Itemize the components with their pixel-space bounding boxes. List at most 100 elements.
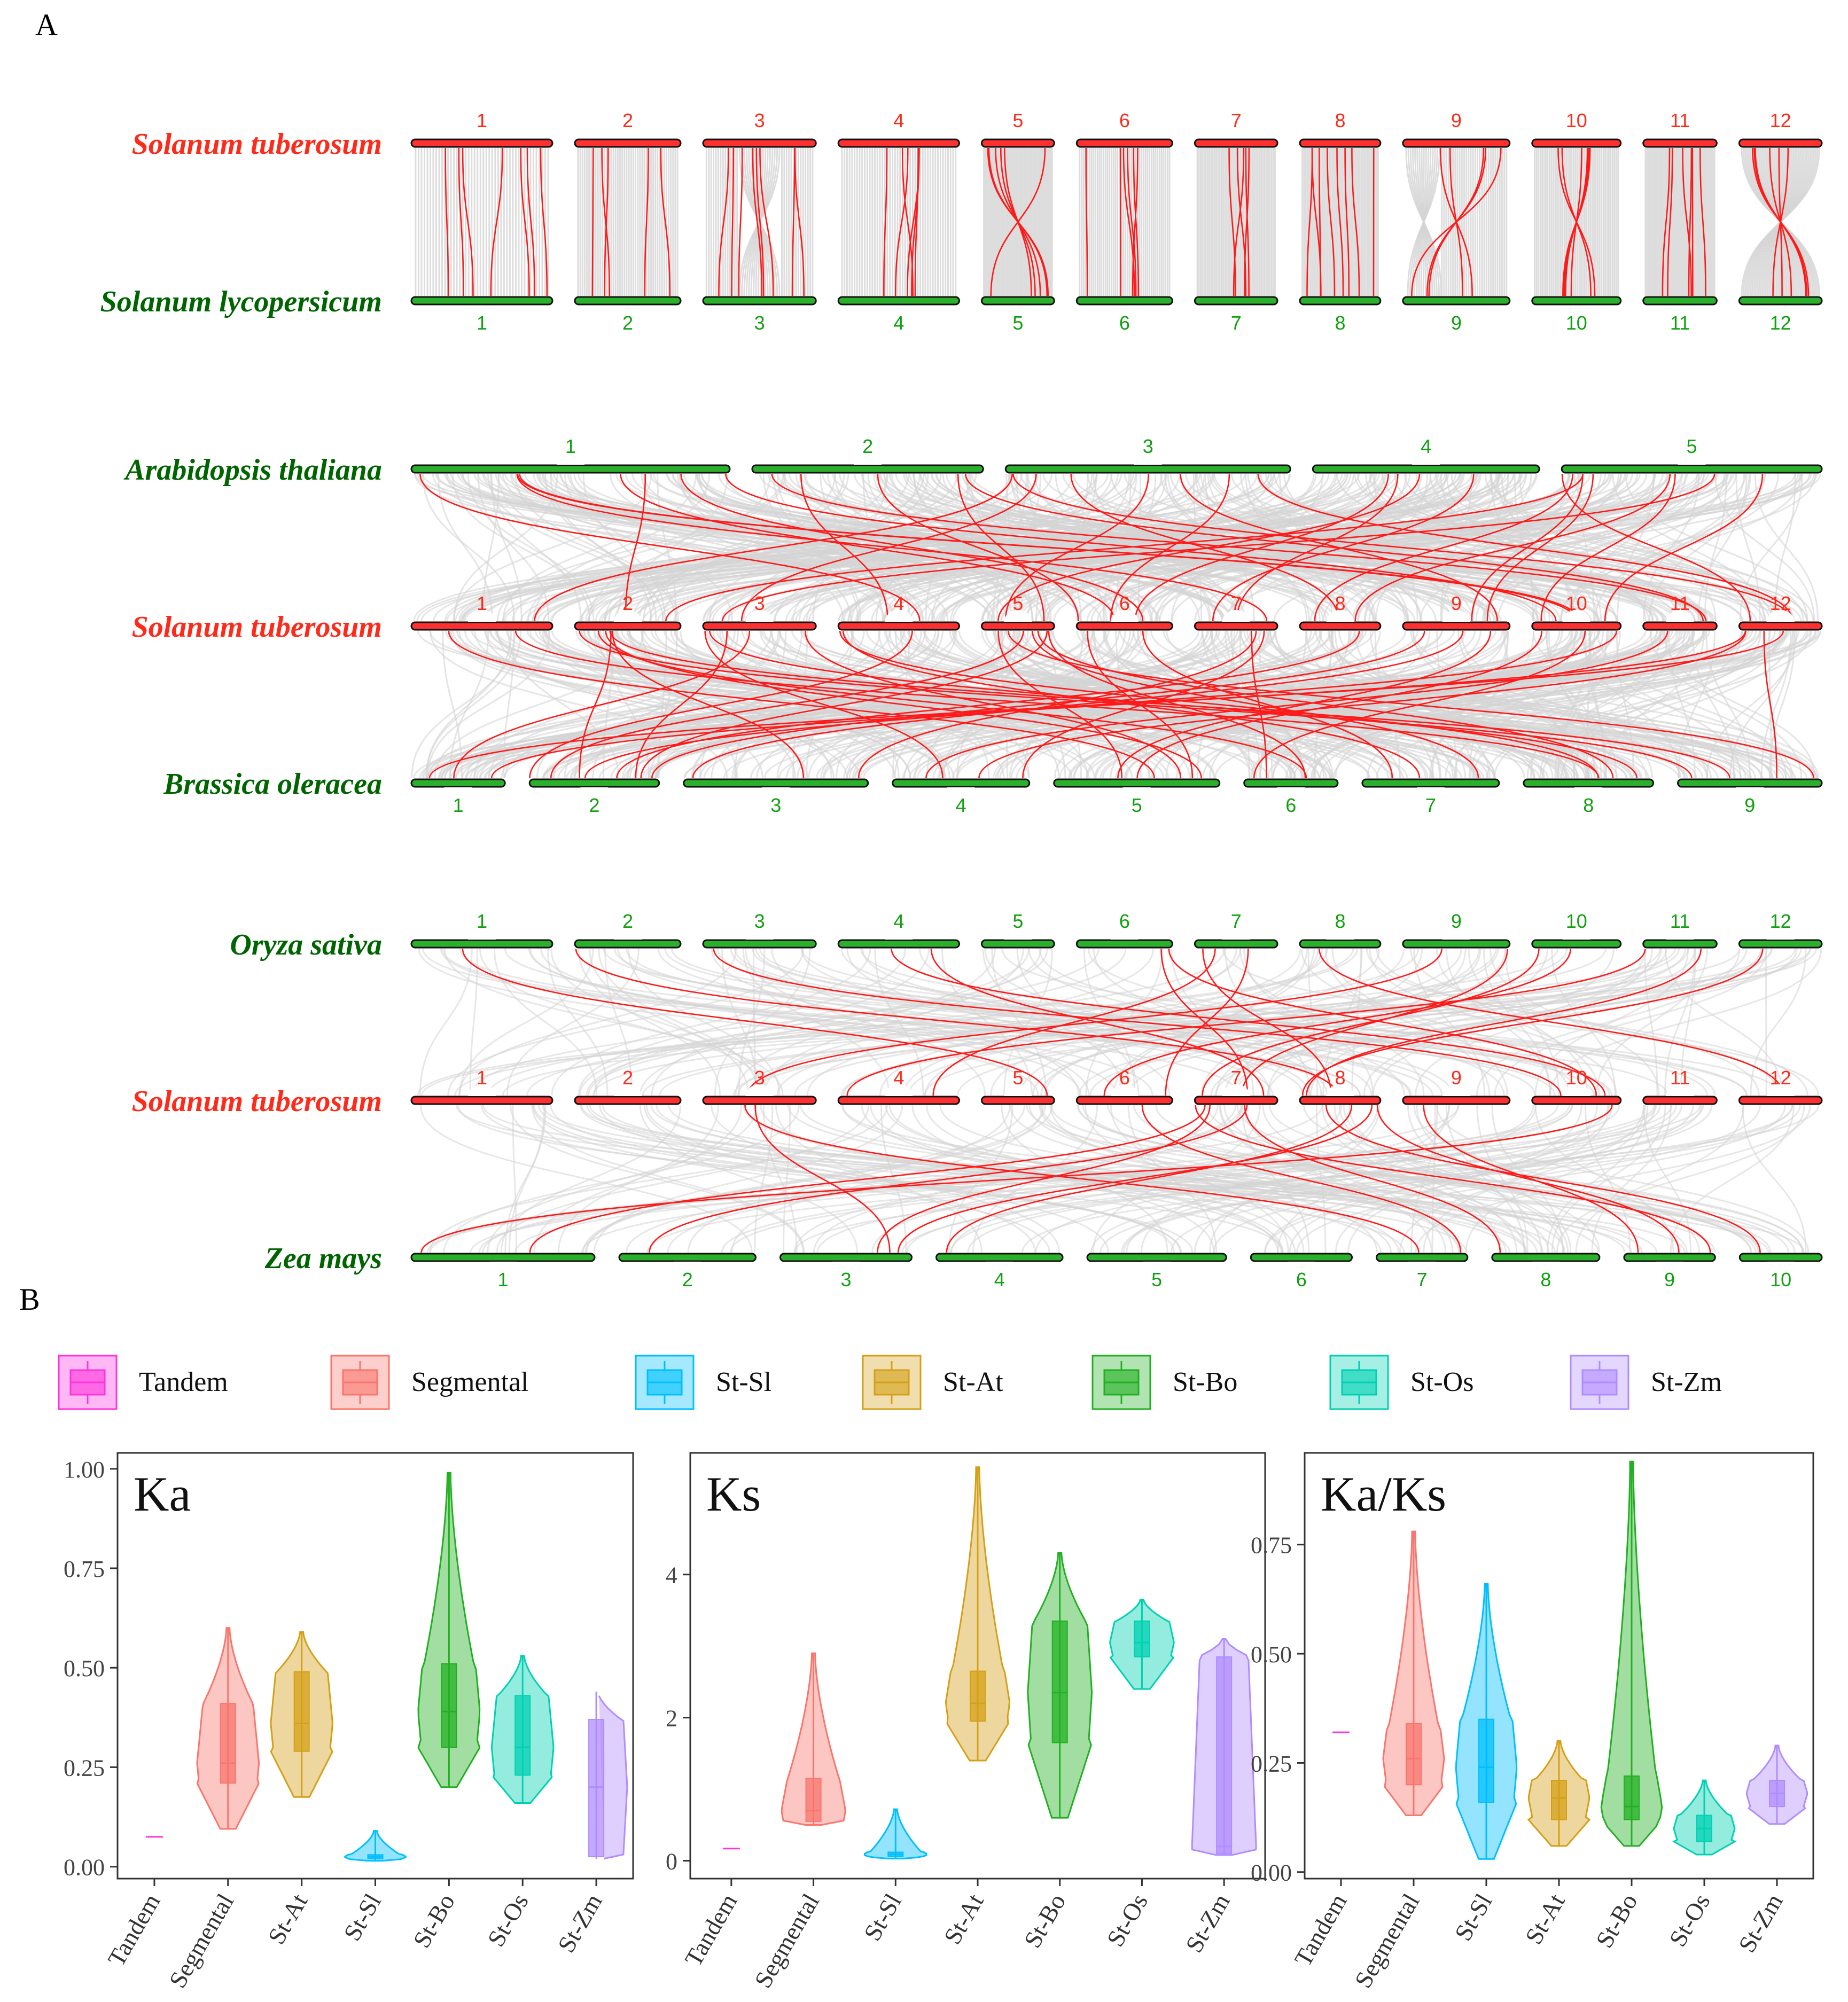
red-link: [894, 147, 909, 296]
red-link: [1085, 147, 1088, 296]
gray-link: [714, 948, 811, 1096]
facet-frame: [116, 1452, 634, 1880]
link-group-0: [415, 147, 1820, 296]
gray-link: [544, 473, 657, 622]
species-label: Brassica oleracea: [163, 768, 382, 801]
chromosome-notch: [614, 928, 642, 940]
chromosome-number: 3: [754, 592, 765, 614]
red-link: [550, 630, 1024, 779]
chromosome-bar: [702, 1096, 817, 1105]
chromosome-number: 7: [1231, 1067, 1242, 1089]
violin-box: [514, 1695, 531, 1776]
gray-link: [1409, 948, 1760, 1096]
gray-link: [547, 948, 609, 1096]
chromosome-number: 12: [1770, 592, 1791, 614]
red-link: [1325, 1105, 1761, 1253]
chromosome-number: 12: [1770, 910, 1791, 932]
x-tick-label: St-Zm: [1733, 1889, 1788, 1957]
chromosome-notch: [1004, 928, 1032, 940]
gray-link: [1534, 1105, 1674, 1253]
synteny-links: [411, 147, 1822, 1253]
chromosome-number: 5: [1012, 592, 1023, 614]
gray-link: [1439, 473, 1546, 622]
legend-item: St-Zm: [1570, 1355, 1722, 1410]
chromosome-number: 8: [1540, 1269, 1551, 1291]
gray-link: [503, 630, 1374, 779]
chromosome-notch: [468, 610, 496, 622]
gray-link: [593, 1105, 903, 1253]
gray-link: [1332, 630, 1783, 779]
red-link: [877, 473, 1079, 622]
red-link: [445, 147, 449, 296]
chromosome-notch: [1222, 928, 1250, 940]
chromosome-notch: [1532, 1262, 1560, 1273]
legend-label: St-Sl: [716, 1367, 771, 1397]
legend-label: St-Bo: [1173, 1367, 1237, 1397]
red-link: [725, 473, 1557, 622]
gray-link: [541, 630, 835, 779]
chromosome-notch: [556, 453, 584, 465]
gray-link: [451, 473, 591, 622]
chromosome-number: 6: [1119, 592, 1130, 614]
red-link: [453, 630, 751, 779]
gray-link: [1575, 1105, 1744, 1253]
chromosome-bar: [1738, 621, 1823, 631]
chromosome-number: 10: [1566, 592, 1587, 614]
violin-box: [805, 1778, 822, 1822]
gray-link: [443, 948, 784, 1096]
red-link: [925, 630, 1668, 779]
chromosome-bar: [574, 1096, 682, 1105]
gray-link: [477, 473, 550, 622]
red-link: [791, 147, 796, 296]
violin-group: St-Bo: [1590, 1460, 1663, 1952]
gray-link: [903, 473, 1495, 622]
gray-link: [1077, 1105, 1790, 1253]
red-link: [752, 147, 763, 296]
gray-link: [1714, 473, 1815, 622]
chromosome-notch: [854, 453, 882, 465]
red-link: [1202, 948, 1540, 1096]
red-link: [651, 630, 1425, 779]
gray-link: [1594, 473, 1745, 622]
chromosome-notch: [1442, 610, 1470, 622]
gray-link: [1410, 1105, 1438, 1253]
red-link: [529, 1105, 1206, 1253]
red-link: [419, 473, 921, 622]
x-tick-label: St-Sl: [859, 1889, 907, 1945]
red-link: [1244, 147, 1250, 296]
chromosome-notch: [1004, 610, 1032, 622]
red-link: [794, 147, 805, 296]
red-link: [1354, 473, 1671, 622]
chromosome-bar: [935, 1253, 1064, 1262]
chromosome-notch: [1143, 1262, 1171, 1273]
chromosome-notch: [1766, 610, 1795, 622]
red-link: [1195, 1105, 1711, 1253]
chromosome-number: 8: [1335, 110, 1345, 131]
chromosome-number: 4: [893, 110, 904, 131]
gray-link: [617, 948, 1274, 1096]
gray-link: [1706, 630, 1798, 779]
red-link: [420, 1105, 1613, 1253]
gray-link: [437, 473, 493, 622]
chromosome-number: 6: [1119, 110, 1130, 131]
red-link: [635, 630, 728, 779]
red-link: [964, 473, 1704, 622]
red-link: [1180, 473, 1498, 622]
chromosome-number: 5: [1012, 110, 1023, 131]
chromosome-number: 7: [1231, 312, 1242, 334]
chromosome-number: 8: [1335, 592, 1345, 614]
gray-link: [482, 473, 1225, 622]
red-link: [612, 630, 805, 779]
red-link: [644, 147, 649, 296]
chromosome-number: 4: [956, 794, 966, 816]
chromosome-notch: [1326, 1084, 1354, 1096]
gray-link: [1310, 630, 1679, 779]
red-link: [1165, 948, 1249, 1096]
red-link: [660, 147, 671, 296]
gray-link: [1572, 630, 1669, 779]
gray-link: [1122, 1105, 1713, 1253]
